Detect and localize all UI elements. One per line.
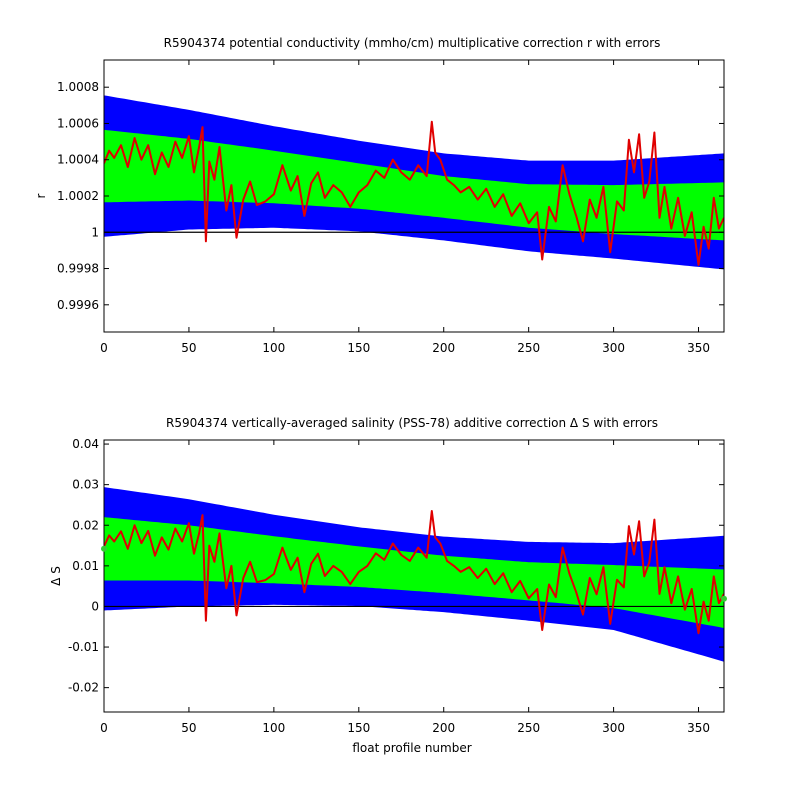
inner-error-band [104,517,724,628]
y-tick-label: 1.0006 [57,116,99,130]
fit-endpoint-marker [101,545,107,552]
x-tick-label: 0 [100,721,108,735]
x-tick-label: 100 [262,341,285,355]
y-tick-label: 0.03 [72,478,99,492]
conductivity-correction-panel: R5904374 potential conductivity (mmho/cm… [34,36,725,355]
correction-series-line [104,120,724,266]
axes-frame [103,59,725,333]
x-tick-label: 200 [432,721,455,735]
y-tick-label: 0.9996 [57,298,99,312]
y-axis-label: Δ S [49,566,63,586]
plot-area [104,487,724,662]
fit-endpoint-marker [721,595,727,602]
x-tick-label: 150 [347,721,370,735]
x-tick-label: 250 [517,721,540,735]
axis-ticks: 0 50 100 150 200 250 300 350 -0.02 -0.01 0 0.01 0.02… [68,437,724,735]
x-tick-label: 300 [602,341,625,355]
correction-series-line [104,510,724,635]
y-tick-label: 1.0002 [57,189,99,203]
axes-frame [103,439,725,713]
y-tick-label: 1 [91,225,99,239]
x-tick-label: 100 [262,721,285,735]
y-tick-label: 1.0004 [57,153,99,167]
inner-error-band [104,129,724,241]
y-tick-label: 1.0008 [57,80,99,94]
x-tick-label: 350 [687,721,710,735]
x-tick-label: 300 [602,721,625,735]
chart-title: R5904374 vertically-averaged salinity (P… [166,416,658,430]
x-tick-label: 350 [687,341,710,355]
x-tick-label: 200 [432,341,455,355]
x-axis-label: float profile number [352,741,471,755]
salinity-correction-panel: R5904374 vertically-averaged salinity (P… [49,416,727,755]
chart-title: R5904374 potential conductivity (mmho/cm… [164,36,661,50]
axis-ticks: 0 50 100 150 200 250 300 350 0.9996 0.9998 1 1.0002… [57,60,724,355]
y-axis-label: r [34,193,48,198]
y-tick-label: -0.01 [68,640,99,654]
x-tick-label: 250 [517,341,540,355]
y-tick-label: 0 [91,599,99,613]
y-tick-label: 0.04 [72,437,99,451]
y-tick-label: 0.01 [72,559,99,573]
x-tick-label: 0 [100,341,108,355]
x-tick-label: 50 [181,721,196,735]
y-tick-label: -0.02 [68,681,99,695]
x-tick-label: 50 [181,341,196,355]
y-tick-label: 0.9998 [57,262,99,276]
y-tick-label: 0.02 [72,518,99,532]
x-tick-label: 150 [347,341,370,355]
plot-area [104,95,724,270]
